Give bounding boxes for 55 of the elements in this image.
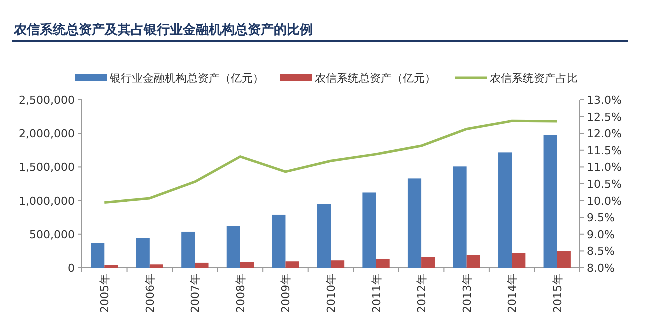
x-tick-label: 2015年 bbox=[551, 274, 564, 313]
y-tick-label: 1,000,000 bbox=[19, 194, 75, 208]
y2-tick-label: 13.0% bbox=[587, 94, 622, 107]
x-tick-label: 2014年 bbox=[506, 274, 520, 313]
bar bbox=[466, 255, 480, 268]
bar bbox=[226, 226, 240, 268]
y2-tick-label: 10.0% bbox=[587, 194, 622, 208]
y-tick-label: 500,000 bbox=[30, 228, 75, 242]
x-tick-label: 2008年 bbox=[234, 274, 248, 313]
x-tick-label: 2012年 bbox=[416, 274, 429, 313]
bar bbox=[557, 251, 571, 268]
x-tick-label: 2006年 bbox=[144, 274, 157, 313]
bar bbox=[195, 262, 209, 268]
line-series bbox=[103, 120, 559, 204]
y2-tick-label: 12.5% bbox=[587, 110, 622, 124]
x-tick-label: 2013年 bbox=[460, 274, 474, 313]
x-tick-label: 2005年 bbox=[98, 274, 112, 313]
bar bbox=[317, 204, 331, 268]
y-tick-label: 2,500,000 bbox=[19, 94, 75, 107]
y2-tick-label: 10.5% bbox=[587, 178, 622, 191]
legend-label: 银行业金融机构总资产（亿元） bbox=[109, 72, 264, 85]
y2-tick-label: 12.0% bbox=[587, 128, 622, 141]
bar bbox=[182, 232, 196, 268]
bar bbox=[498, 152, 512, 268]
bar bbox=[453, 166, 467, 268]
chart-title: 农信系统总资产及其占银行业金融机构总资产的比例 bbox=[13, 22, 313, 37]
y2-tick-label: 8.0% bbox=[587, 262, 615, 275]
bar bbox=[331, 260, 345, 268]
bar bbox=[376, 258, 390, 268]
bar bbox=[408, 178, 422, 268]
y2-tick-label: 11.0% bbox=[587, 161, 622, 174]
bar bbox=[544, 135, 558, 268]
legend-label: 农信系统资产占比 bbox=[490, 72, 578, 85]
bar bbox=[91, 243, 105, 268]
bar bbox=[362, 192, 376, 268]
x-tick-label: 2011年 bbox=[370, 274, 384, 313]
bar bbox=[422, 257, 436, 268]
y2-tick-label: 9.0% bbox=[587, 228, 615, 242]
bar bbox=[272, 214, 286, 268]
bar bbox=[512, 253, 526, 268]
y-tick-label: 0 bbox=[68, 262, 75, 275]
bar bbox=[136, 238, 150, 268]
y-tick-label: 2,000,000 bbox=[19, 128, 75, 141]
x-tick-label: 2010年 bbox=[325, 274, 338, 313]
y2-tick-label: 9.5% bbox=[587, 212, 615, 225]
bar bbox=[286, 262, 300, 268]
y2-tick-label: 11.5% bbox=[587, 144, 622, 158]
bar bbox=[150, 264, 164, 268]
bar bbox=[104, 265, 118, 268]
bar bbox=[240, 262, 254, 268]
x-tick-label: 2009年 bbox=[280, 274, 293, 313]
y2-tick-label: 8.5% bbox=[587, 245, 615, 258]
y-tick-label: 1,500,000 bbox=[19, 161, 75, 174]
x-tick-label: 2007年 bbox=[189, 274, 202, 313]
legend-label: 农信系统总资产（亿元） bbox=[315, 72, 436, 85]
